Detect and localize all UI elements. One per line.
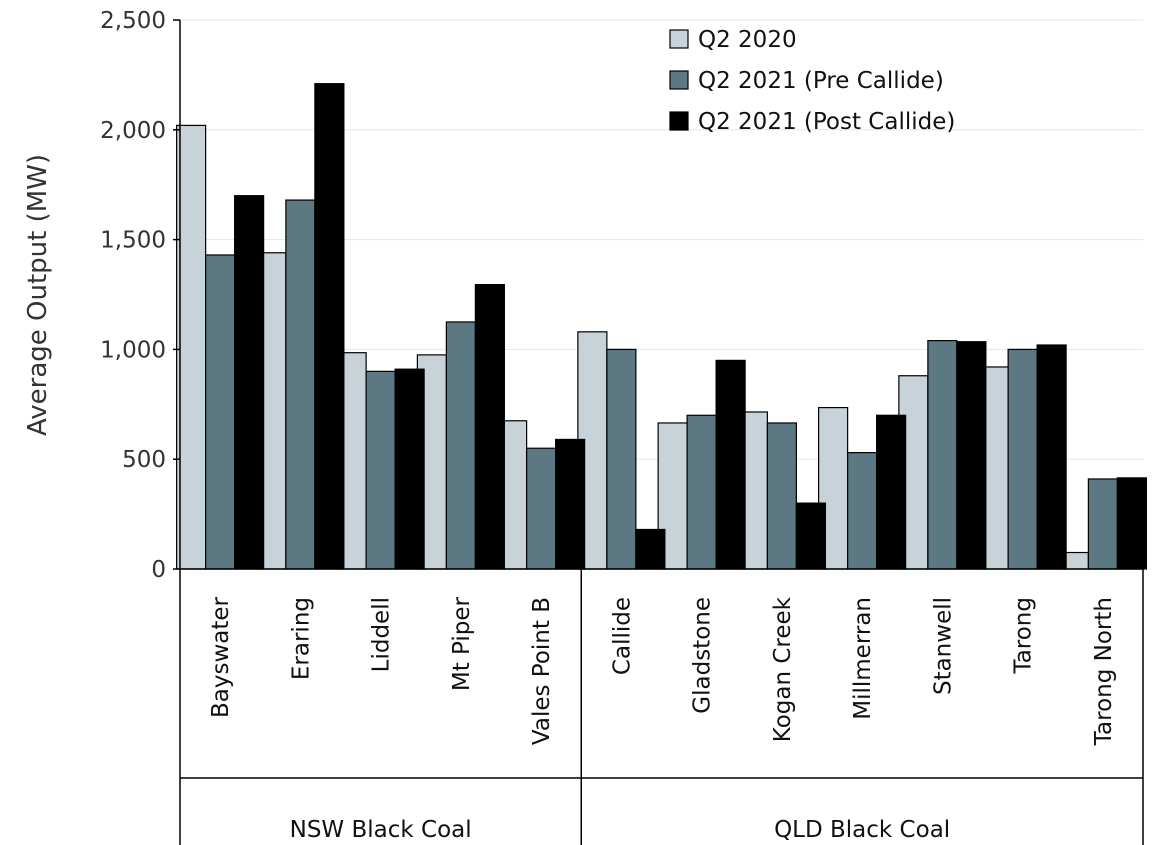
category-label: Mt Piper [449, 596, 475, 691]
legend: Q2 2020 Q2 2021 (Pre Callide) Q2 2021 (Pos… [669, 27, 955, 135]
y-tick-labels: 0 500 1,000 1,500 2,000 2,500 [100, 8, 166, 583]
legend-label: Q2 2021 (Post Callide) [698, 109, 955, 135]
legend-label: Q2 2020 [698, 27, 797, 53]
bar-3 [394, 368, 425, 570]
y-tick-label: 0 [151, 557, 166, 583]
legend-label: Q2 2021 (Pre Callide) [698, 68, 944, 94]
bar-3 [474, 284, 505, 570]
bar-2 [847, 452, 878, 570]
category-label: Stanwell [930, 597, 956, 695]
group-label: QLD Black Coal [774, 817, 950, 843]
bar-2 [205, 254, 236, 570]
legend-swatch-1 [669, 29, 689, 49]
bar-3 [555, 438, 586, 570]
group-labels: NSW Black Coal QLD Black Coal [290, 817, 951, 843]
bar-3 [715, 359, 746, 570]
bar-2 [1007, 348, 1038, 570]
category-label: Kogan Creek [770, 596, 796, 742]
bar-3 [1116, 477, 1147, 570]
bar-2 [445, 321, 476, 570]
bar-2 [526, 447, 557, 570]
category-label: Liddell [369, 597, 395, 672]
bar-2 [606, 348, 637, 570]
bars [176, 83, 1147, 570]
y-tick-label: 2,000 [100, 118, 166, 144]
bar-2 [927, 340, 958, 570]
bar-3 [314, 83, 345, 570]
category-label: Vales Point B [529, 597, 555, 745]
bar-3 [956, 341, 987, 570]
legend-swatch-2 [669, 70, 689, 90]
bar-3 [1036, 344, 1067, 570]
bar-3 [234, 195, 265, 570]
y-tick-label: 500 [122, 447, 166, 473]
category-label: Gladstone [690, 597, 716, 714]
bar-2 [1087, 478, 1118, 570]
axes [173, 19, 1144, 845]
legend-swatch-3 [669, 111, 689, 131]
group-label: NSW Black Coal [290, 817, 472, 843]
category-labels: Bayswater Eraring Liddell Mt Piper Vales Poi… [208, 596, 1117, 746]
y-tick-label: 1,500 [100, 228, 166, 254]
y-tick-label: 1,000 [100, 337, 166, 363]
category-label: Bayswater [208, 596, 234, 718]
bar-2 [365, 370, 396, 570]
bar-3 [795, 502, 826, 570]
bar-2 [686, 414, 717, 570]
category-label: Millmerran [850, 597, 876, 720]
y-axis-title: Average Output (MW) [23, 154, 53, 436]
category-label: Callide [609, 597, 635, 675]
bar-2 [285, 199, 316, 570]
category-label: Tarong [1011, 597, 1037, 675]
category-label: Tarong North [1091, 597, 1117, 746]
category-label: Eraring [288, 597, 314, 680]
bar-2 [766, 422, 797, 570]
y-tick-label: 2,500 [100, 8, 166, 34]
bar-1 [176, 124, 207, 570]
bar-3 [876, 414, 907, 570]
bar-3 [635, 528, 666, 570]
